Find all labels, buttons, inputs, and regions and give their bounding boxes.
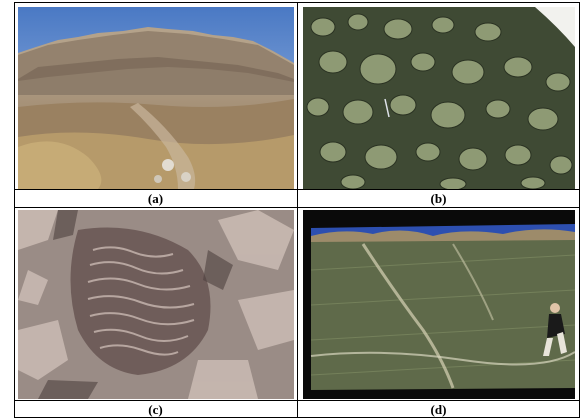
table-border-left (14, 2, 15, 418)
caption-b: (b) (430, 191, 447, 206)
photo-c-rippled-rock (18, 210, 294, 399)
photo-a-mountain-landscape (18, 7, 294, 189)
photo-b-conglomerate (303, 7, 575, 189)
photo-d-bedding-plane (303, 210, 575, 399)
figure-table: (a) (b) (14, 2, 580, 418)
table-border-right (579, 2, 580, 418)
caption-a: (a) (147, 191, 164, 206)
table-column-divider (297, 2, 298, 418)
caption-d: (d) (430, 402, 447, 417)
caption-c: (c) (148, 402, 163, 417)
